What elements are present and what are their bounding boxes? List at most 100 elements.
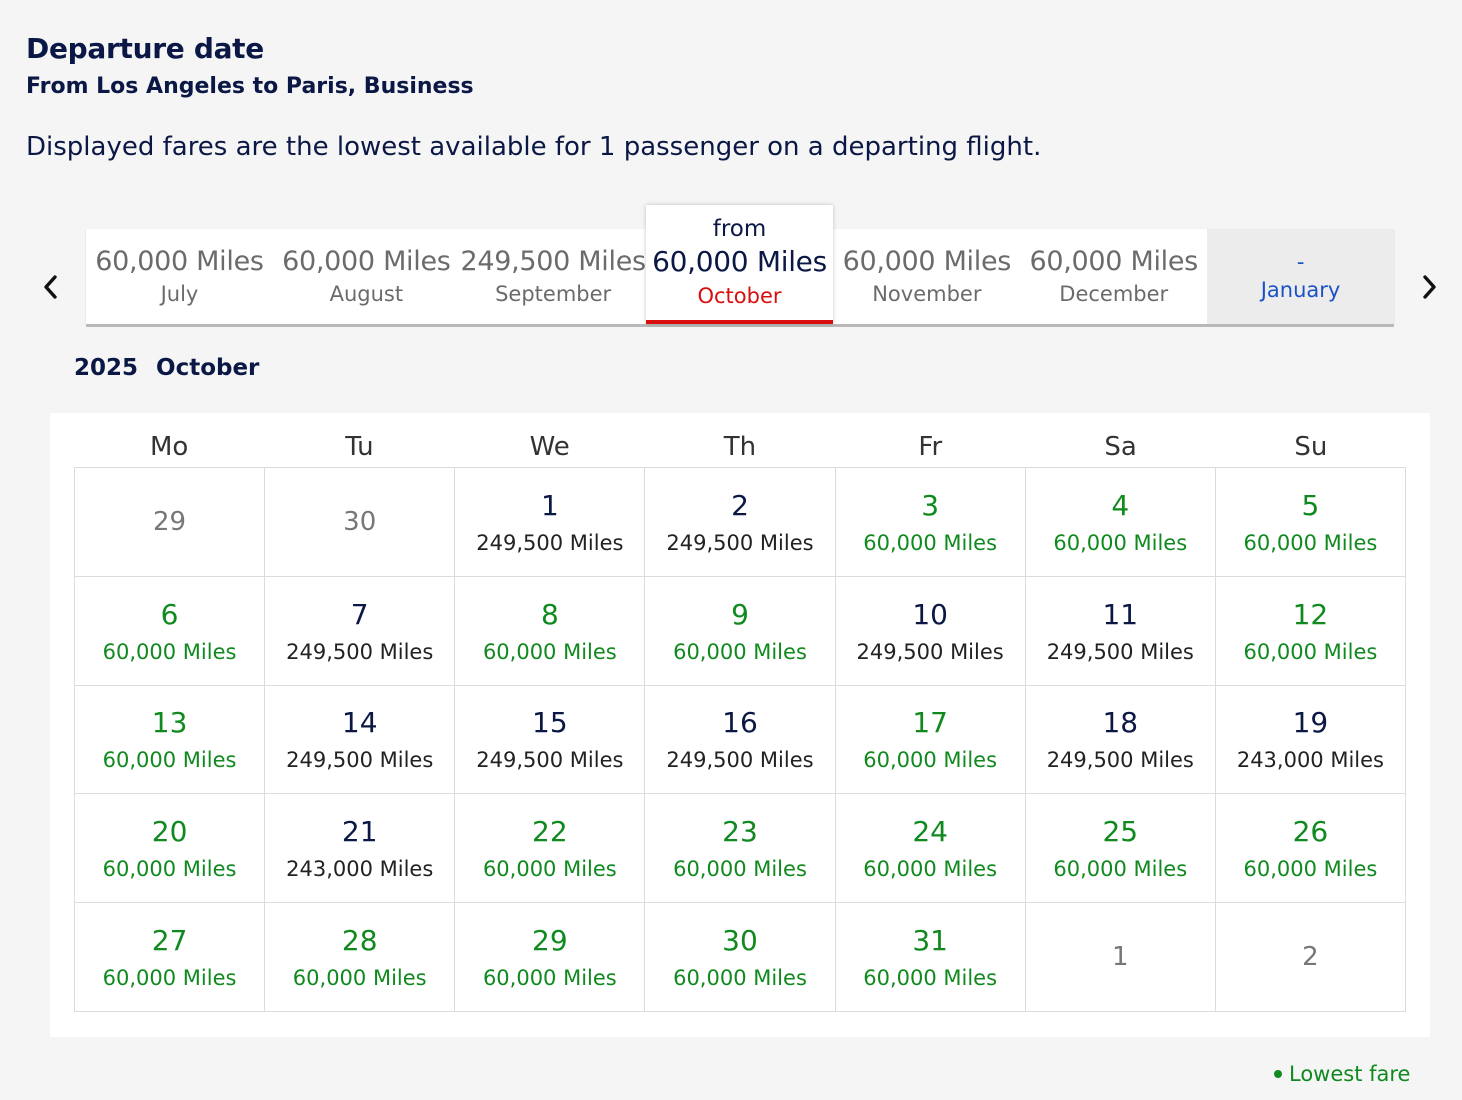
calendar-day-cell[interactable]: 12 60,000 Miles <box>1215 576 1406 686</box>
month-name: January <box>1260 277 1341 302</box>
calendar-day-cell[interactable]: 30 60,000 Miles <box>645 903 836 1012</box>
calendar-day-cell[interactable]: 27 60,000 Miles <box>75 903 266 1012</box>
calendar-day-cell[interactable]: 5 60,000 Miles <box>1215 468 1406 577</box>
day-number: 18 <box>1102 706 1139 740</box>
day-fare: 60,000 Miles <box>1243 857 1378 882</box>
month-tab-december[interactable]: 60,000 Miles December <box>1020 229 1207 324</box>
calendar-day-cell[interactable]: 25 60,000 Miles <box>1025 794 1216 904</box>
calendar-cell-outside: 29 <box>75 468 266 577</box>
day-number: 7 <box>350 597 369 631</box>
day-fare: 249,500 Miles <box>666 530 814 555</box>
calendar-day-cell[interactable]: 28 60,000 Miles <box>265 903 456 1012</box>
day-number: 8 <box>540 597 559 631</box>
calendar-day-cell[interactable]: 19 243,000 Miles <box>1215 685 1406 795</box>
calendar-day-cell[interactable]: 26 60,000 Miles <box>1215 794 1406 904</box>
route-subtitle: From Los Angeles to Paris, Business <box>26 74 474 99</box>
month-tab-january[interactable]: - January <box>1207 229 1394 324</box>
calendar-day-cell[interactable]: 29 60,000 Miles <box>455 903 646 1012</box>
day-number: 26 <box>1292 815 1329 849</box>
month-fare: 60,000 Miles <box>95 245 264 277</box>
day-number: 23 <box>722 815 758 849</box>
month-tab-november[interactable]: 60,000 Miles November <box>833 229 1020 324</box>
day-fare: 249,500 Miles <box>1046 748 1194 773</box>
weekday-label: We <box>529 432 570 462</box>
day-number: 2 <box>1302 942 1319 973</box>
calendar-day-cell[interactable]: 31 60,000 Miles <box>835 903 1026 1012</box>
calendar-day-cell[interactable]: 1 249,500 Miles <box>455 468 646 577</box>
day-number: 16 <box>722 706 758 740</box>
day-number: 27 <box>151 924 188 958</box>
day-fare: 60,000 Miles <box>102 748 237 773</box>
calendar-day-cell[interactable]: 13 60,000 Miles <box>75 685 266 795</box>
day-number: 3 <box>921 488 940 522</box>
calendar-day-cell[interactable]: 20 60,000 Miles <box>75 794 266 904</box>
calendar-cell-outside: 2 <box>1215 903 1406 1012</box>
calendar-year: 2025 <box>74 355 139 381</box>
month-tab-october[interactable]: from 60,000 Miles October <box>646 205 833 324</box>
calendar-day-cell[interactable]: 9 60,000 Miles <box>645 576 836 686</box>
month-name: November <box>872 281 982 306</box>
calendar-day-cell[interactable]: 21 243,000 Miles <box>265 794 456 904</box>
day-fare: 243,000 Miles <box>286 857 434 882</box>
prev-month-button[interactable] <box>34 270 66 304</box>
day-fare: 60,000 Miles <box>863 857 998 882</box>
month-fare: 60,000 Miles <box>282 245 451 277</box>
day-fare: 60,000 Miles <box>1243 639 1378 664</box>
day-fare: 249,500 Miles <box>476 530 624 555</box>
month-name: September <box>495 281 612 306</box>
day-number: 19 <box>1292 706 1329 740</box>
month-from-label: from <box>712 215 767 242</box>
day-fare: 60,000 Miles <box>102 639 237 664</box>
calendar-day-cell[interactable]: 3 60,000 Miles <box>835 468 1026 577</box>
fare-note: Displayed fares are the lowest available… <box>26 132 1042 162</box>
calendar-day-cell[interactable]: 15 249,500 Miles <box>455 685 646 795</box>
month-tab-august[interactable]: 60,000 Miles August <box>273 229 460 324</box>
calendar-cell-outside: 1 <box>1025 903 1216 1012</box>
day-fare: 249,500 Miles <box>476 748 624 773</box>
calendar-day-cell[interactable]: 6 60,000 Miles <box>75 576 266 686</box>
day-number: 21 <box>341 815 378 849</box>
day-number: 11 <box>1102 597 1139 631</box>
calendar-day-cell[interactable]: 22 60,000 Miles <box>455 794 646 904</box>
calendar-day-cell[interactable]: 8 60,000 Miles <box>455 576 646 686</box>
calendar-day-cell[interactable]: 10 249,500 Miles <box>835 576 1026 686</box>
day-fare: 60,000 Miles <box>673 966 807 991</box>
calendar-day-cell[interactable]: 24 60,000 Miles <box>835 794 1026 904</box>
legend-label: Lowest fare <box>1289 1062 1411 1086</box>
weekday-label: Th <box>723 432 757 462</box>
month-name: October <box>697 283 782 308</box>
day-number: 1 <box>540 488 559 522</box>
day-number: 10 <box>912 597 948 631</box>
month-tab-july[interactable]: 60,000 Miles July <box>86 229 273 324</box>
next-month-button[interactable] <box>1414 270 1446 304</box>
calendar-day-cell[interactable]: 23 60,000 Miles <box>645 794 836 904</box>
calendar-heading: 2025 October <box>74 355 277 381</box>
calendar-day-cell[interactable]: 2 249,500 Miles <box>645 468 836 577</box>
day-number: 12 <box>1292 597 1329 631</box>
day-number: 20 <box>151 815 188 849</box>
weekday-label: Sa <box>1104 432 1137 462</box>
calendar-day-cell[interactable]: 11 249,500 Miles <box>1025 576 1216 686</box>
calendar-day-cell[interactable]: 14 249,500 Miles <box>265 685 456 795</box>
day-fare: 249,500 Miles <box>666 748 814 773</box>
legend: Lowest fare <box>1274 1062 1410 1086</box>
weekday-label: Fr <box>918 432 943 462</box>
weekday-label: Su <box>1294 432 1328 462</box>
month-tab-september[interactable]: 249,500 Miles September <box>460 229 647 324</box>
calendar-day-cell[interactable]: 16 249,500 Miles <box>645 685 836 795</box>
day-fare: 60,000 Miles <box>1053 530 1188 555</box>
calendar-day-cell[interactable]: 18 249,500 Miles <box>1025 685 1216 795</box>
day-fare: 60,000 Miles <box>482 639 617 664</box>
day-fare: 249,500 Miles <box>286 639 434 664</box>
day-number: 29 <box>153 506 187 537</box>
day-fare: 249,500 Miles <box>1046 639 1194 664</box>
day-number: 22 <box>532 815 568 849</box>
calendar-day-cell[interactable]: 17 60,000 Miles <box>835 685 1026 795</box>
day-fare: 60,000 Miles <box>1053 857 1188 882</box>
calendar-day-cell[interactable]: 7 249,500 Miles <box>265 576 456 686</box>
chevron-right-icon <box>1423 275 1436 299</box>
day-fare: 60,000 Miles <box>863 966 998 991</box>
day-number: 14 <box>341 706 378 740</box>
calendar-month: October <box>156 355 260 381</box>
calendar-day-cell[interactable]: 4 60,000 Miles <box>1025 468 1216 577</box>
